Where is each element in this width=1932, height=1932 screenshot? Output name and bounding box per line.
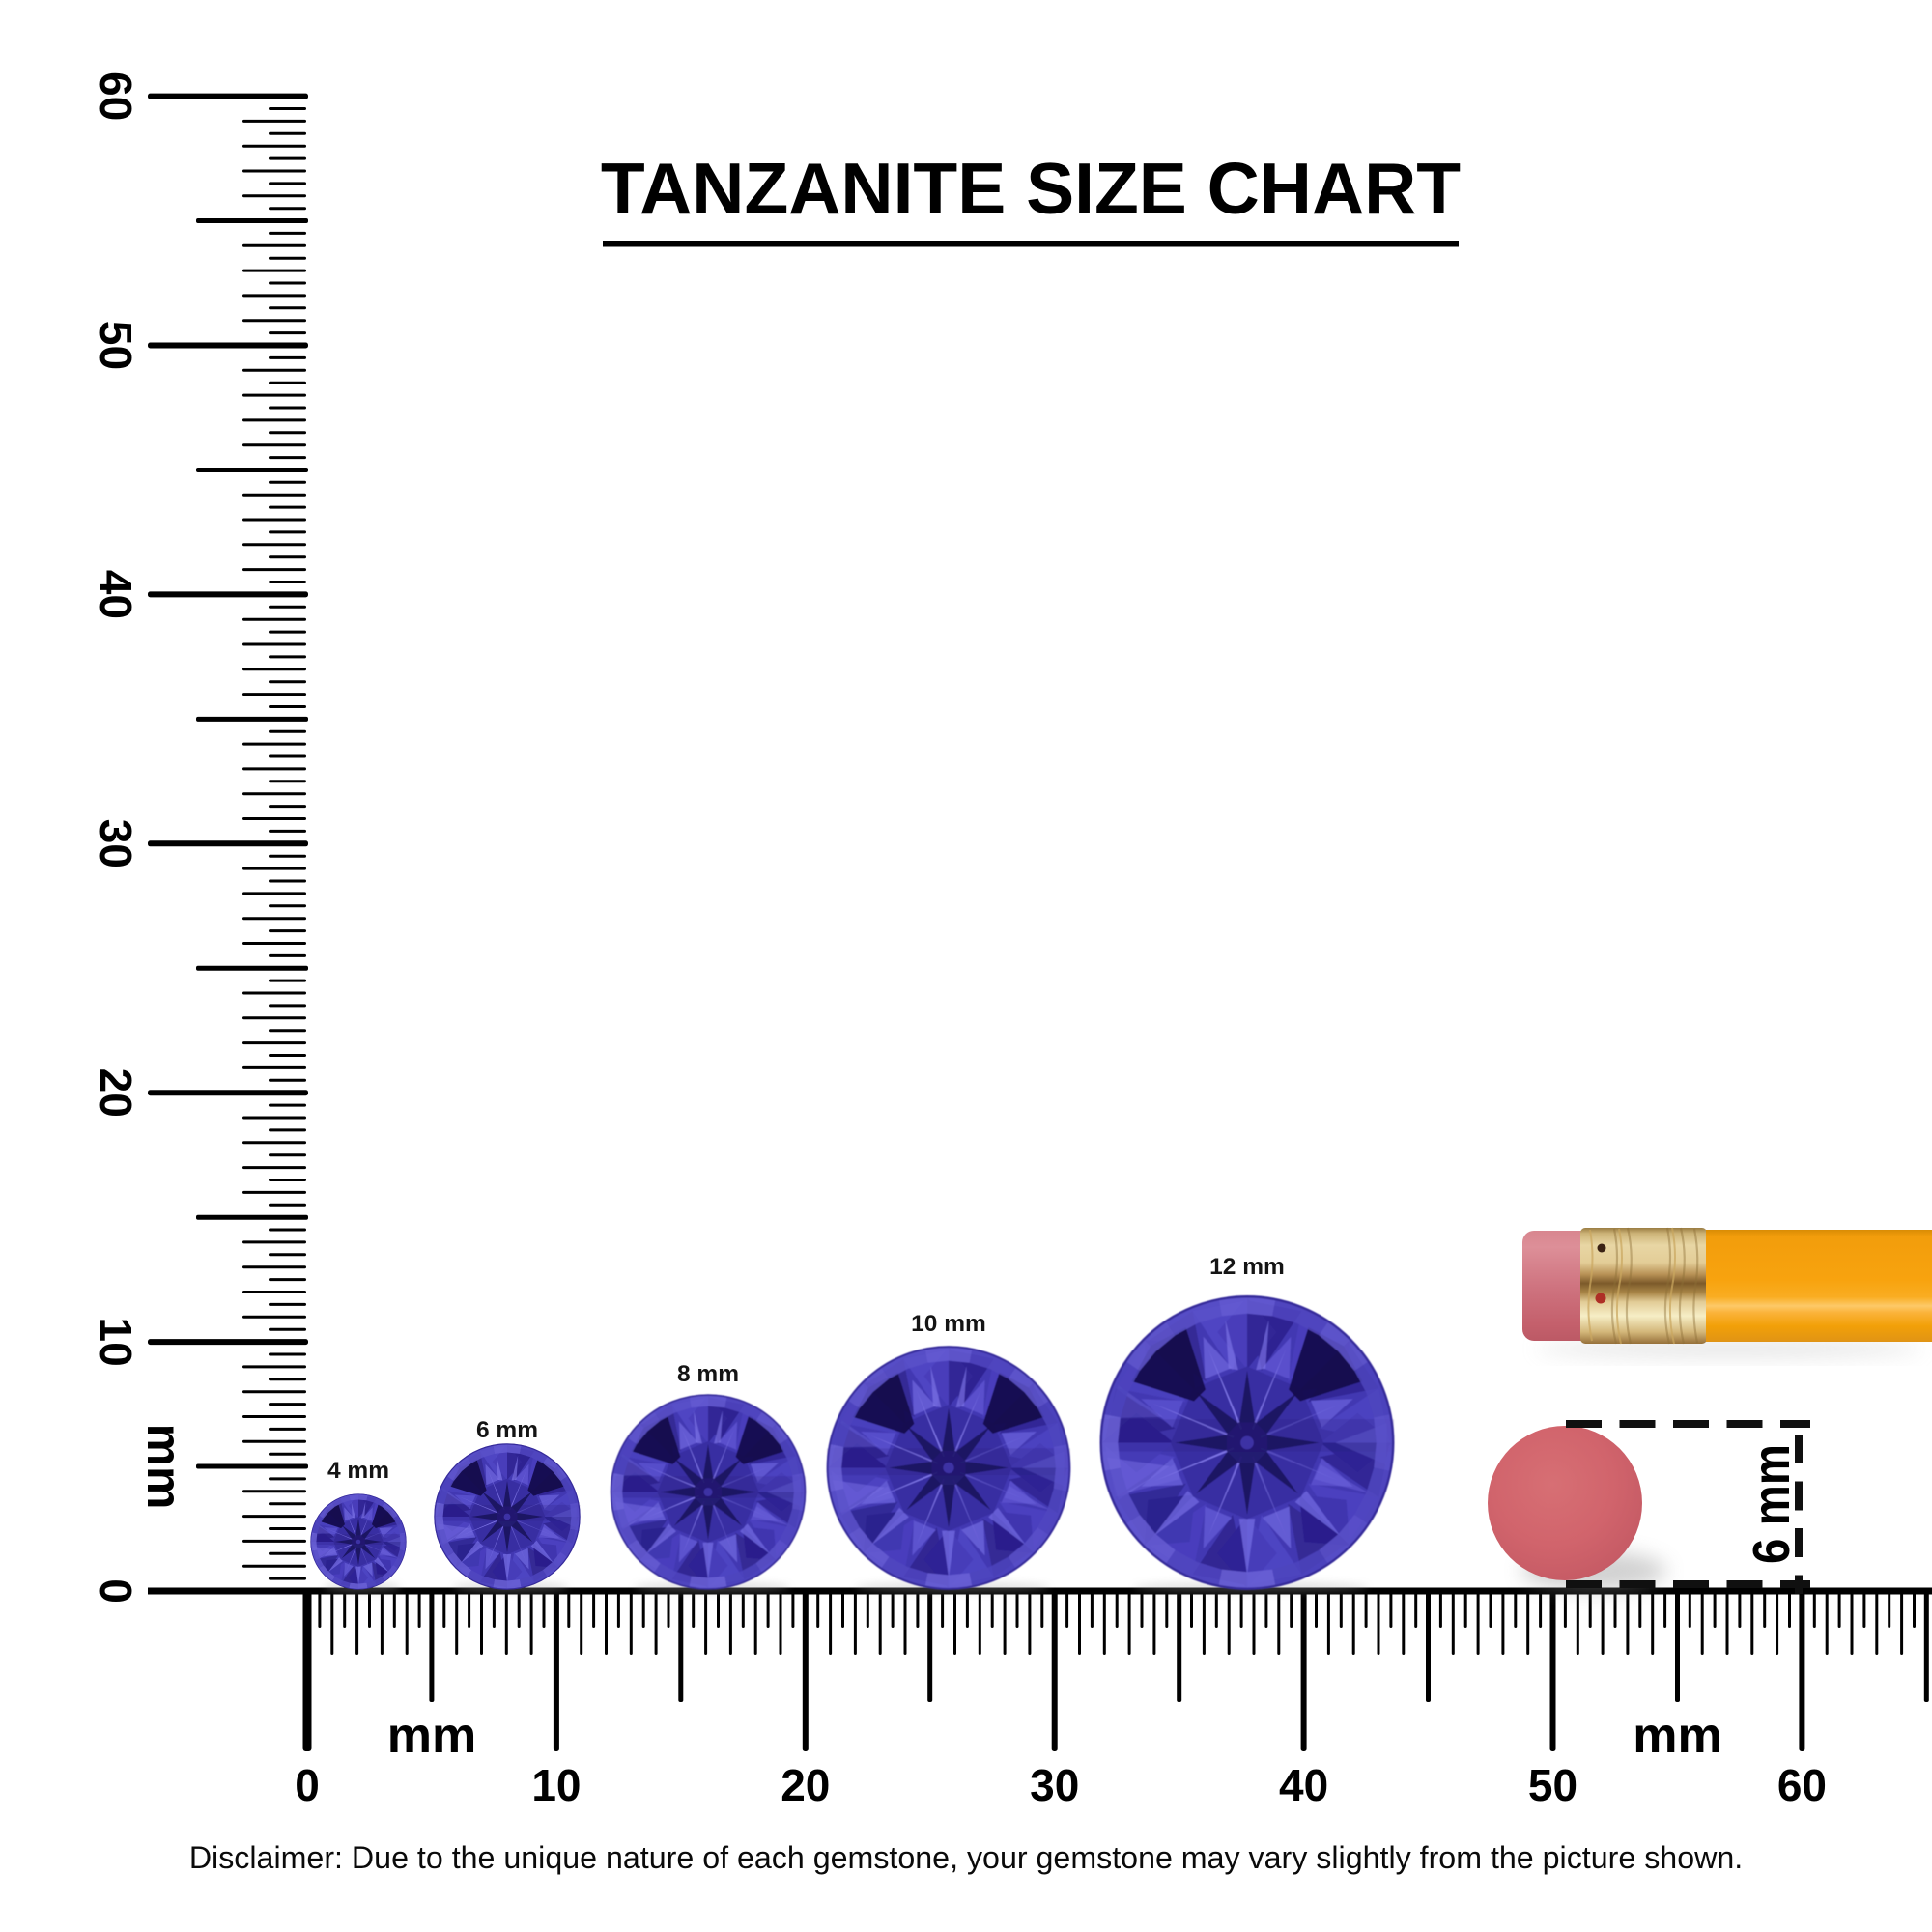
svg-text:30: 30 — [91, 819, 141, 868]
svg-text:40: 40 — [91, 570, 141, 619]
svg-text:60: 60 — [1777, 1760, 1827, 1810]
svg-text:60: 60 — [91, 71, 141, 121]
svg-text:40: 40 — [1279, 1760, 1328, 1810]
svg-text:20: 20 — [91, 1068, 141, 1118]
svg-text:TANZANITE SIZE CHART: TANZANITE SIZE CHART — [601, 148, 1461, 229]
svg-text:4 mm: 4 mm — [327, 1458, 389, 1484]
svg-text:mm: mm — [387, 1708, 476, 1764]
svg-text:8 mm: 8 mm — [677, 1361, 739, 1387]
svg-text:mm: mm — [137, 1424, 191, 1510]
svg-text:Disclaimer: Due to the unique: Disclaimer: Due to the unique nature of … — [189, 1840, 1743, 1875]
svg-text:mm: mm — [1633, 1708, 1721, 1764]
svg-text:10 mm: 10 mm — [911, 1311, 986, 1337]
svg-text:6 mm: 6 mm — [1743, 1444, 1801, 1564]
svg-text:0: 0 — [91, 1578, 141, 1604]
svg-text:50: 50 — [1528, 1760, 1577, 1810]
svg-text:6 mm: 6 mm — [476, 1417, 538, 1443]
svg-text:12 mm: 12 mm — [1209, 1254, 1285, 1280]
svg-text:10: 10 — [91, 1318, 141, 1367]
svg-text:30: 30 — [1030, 1760, 1079, 1810]
svg-text:20: 20 — [781, 1760, 830, 1810]
svg-text:10: 10 — [531, 1760, 581, 1810]
svg-text:50: 50 — [91, 321, 141, 370]
svg-text:0: 0 — [295, 1760, 320, 1810]
